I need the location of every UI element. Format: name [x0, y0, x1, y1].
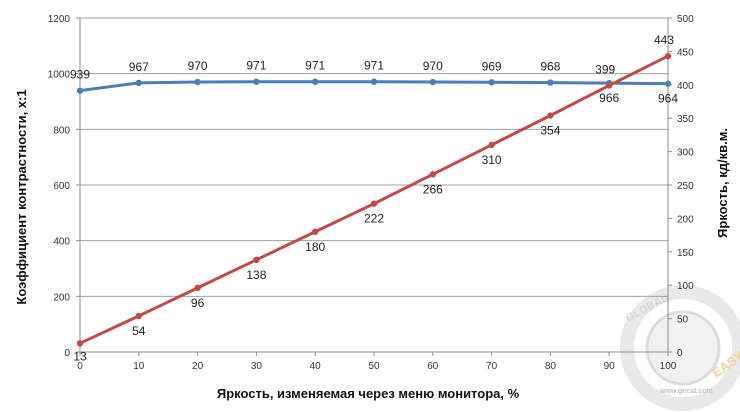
data-point	[370, 78, 378, 85]
data-label: 266	[423, 182, 443, 196]
data-point	[429, 78, 436, 86]
data-point	[253, 256, 260, 264]
x-tick-label: 90	[604, 361, 616, 372]
data-label: 964	[658, 92, 678, 106]
data-label: 967	[129, 60, 149, 74]
data-label: 443	[654, 33, 674, 47]
x-tick-label: 100	[660, 361, 677, 372]
watermark-url: www.gecid.com	[659, 388, 713, 395]
y-right-tick-label: 150	[677, 248, 694, 259]
data-point	[76, 87, 84, 94]
y-left-tick-label: 200	[53, 292, 70, 303]
x-tick-label: 60	[427, 361, 439, 372]
data-point	[429, 171, 436, 178]
data-label: 971	[364, 59, 384, 73]
watermark-ring	[620, 285, 740, 411]
data-point	[135, 312, 142, 320]
data-point	[547, 112, 554, 119]
data-point	[194, 78, 201, 86]
gridlines	[80, 17, 668, 297]
x-tick-label: 80	[545, 361, 557, 372]
x-tick-label: 0	[77, 361, 83, 372]
y-right-tick-label: 500	[677, 14, 694, 25]
data-label: 180	[305, 240, 325, 254]
data-label: 222	[364, 212, 384, 226]
data-point	[488, 141, 495, 149]
x-tick-label: 10	[133, 361, 145, 372]
data-label: 96	[191, 296, 205, 310]
x-tick-label: 70	[486, 361, 498, 372]
y-left-tick-label: 400	[53, 237, 70, 248]
data-label: 970	[188, 59, 208, 73]
y-right-tick-label: 50	[677, 315, 689, 326]
y-right-tick-label: 450	[677, 47, 694, 58]
watermark-core	[645, 310, 721, 386]
data-label: 138	[246, 268, 266, 282]
y-right-tick-label: 400	[677, 81, 694, 92]
y-right-tick-label: 0	[677, 348, 683, 359]
data-label: 939	[70, 68, 90, 82]
y-right-tick-labels: 0 50 100 150 200 250 300 350 400 450 500	[668, 14, 694, 359]
data-point	[488, 79, 495, 86]
y-right-axis-title: Яркость, кд/кв.м.	[715, 128, 730, 238]
x-tick-label: 40	[310, 361, 322, 372]
data-label: 399	[595, 62, 615, 76]
series-line	[79, 54, 669, 345]
series-1: 939 967 970 971 971 971 970 969 968 966 964	[70, 59, 678, 106]
data-point	[664, 52, 672, 60]
y-left-tick-labels: 0 200 400 600 800 1000 1200	[48, 14, 80, 359]
data-label: 966	[599, 91, 619, 105]
data-label: 310	[482, 153, 502, 167]
data-label: 354	[540, 124, 560, 138]
data-label: 54	[132, 324, 146, 338]
y-right-tick-label: 350	[677, 114, 694, 125]
data-label: 970	[423, 59, 443, 73]
x-tick-labels: 0 10 20 30 40 50 60 70 80 90 100	[77, 352, 677, 372]
y-left-tick-label: 0	[64, 348, 70, 359]
y-left-tick-label: 800	[53, 125, 70, 136]
data-point	[370, 200, 378, 207]
y-right-tick-label: 100	[677, 281, 694, 292]
y-right-tick-label: 300	[677, 148, 694, 159]
y-left-tick-label: 600	[53, 181, 70, 192]
data-point	[253, 78, 260, 85]
data-point	[547, 79, 554, 86]
x-tick-label: 20	[192, 361, 204, 372]
y-left-axis-title: Коэффициент контрастности, x:1	[14, 89, 29, 304]
y-left-tick-label: 1200	[48, 14, 71, 25]
x-axis-title: Яркость, изменяемая через меню монитора,…	[217, 386, 520, 401]
x-tick-label: 30	[251, 361, 263, 372]
data-label: 971	[246, 59, 266, 73]
data-point	[664, 80, 672, 87]
data-point	[135, 79, 142, 87]
x-tick-label: 50	[368, 361, 380, 372]
y-right-tick-label: 250	[677, 181, 694, 192]
data-label: 971	[305, 59, 325, 73]
data-label: 13	[73, 349, 87, 363]
data-point	[194, 284, 201, 292]
data-point	[76, 340, 84, 347]
y-left-tick-label: 1000	[48, 70, 71, 81]
data-point	[606, 82, 613, 89]
y-right-tick-label: 200	[677, 214, 694, 225]
data-point	[312, 228, 319, 235]
data-point	[312, 78, 319, 85]
data-label: 968	[540, 60, 560, 74]
series-2: 13 54 96 138 180 222 266 310 354 399 443	[73, 33, 674, 363]
data-label: 969	[482, 59, 502, 73]
